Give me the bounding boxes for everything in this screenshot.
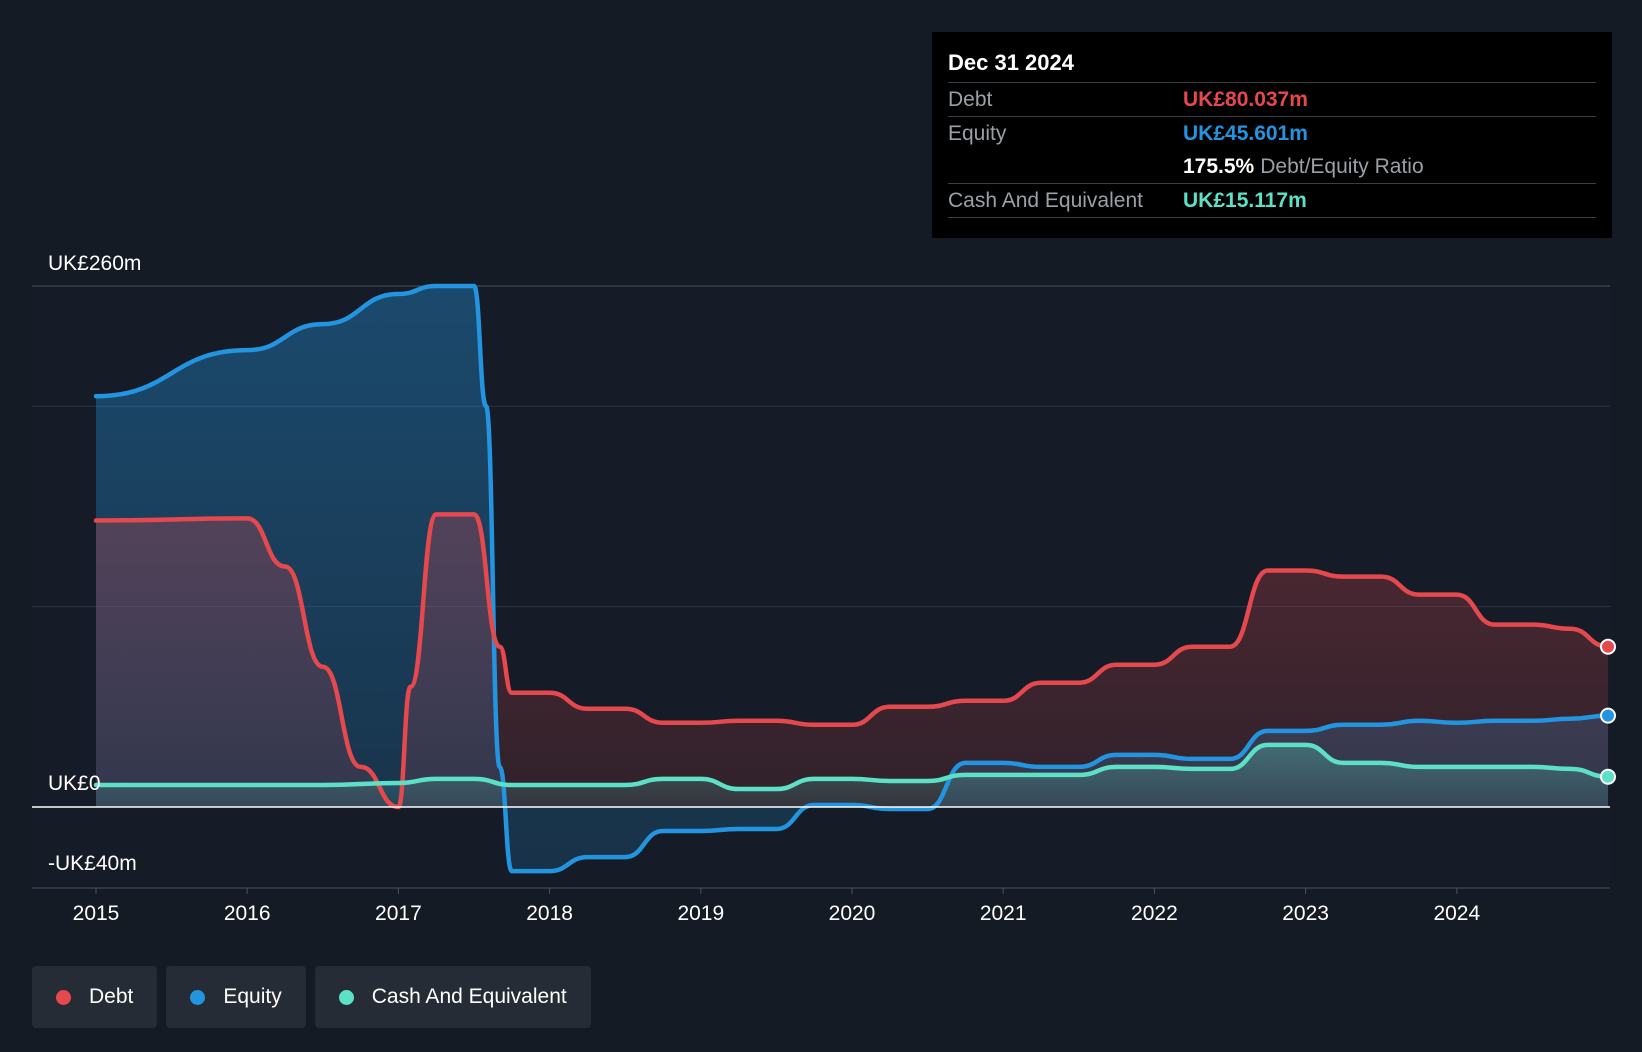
x-axis-ticks: 2015 2016 2017 2018 2019 2020 2021 2022 2023 2024 — [73, 888, 1480, 925]
cash-dot-icon — [338, 989, 354, 1005]
x-tick-label: 2019 — [677, 902, 724, 925]
x-tick-label: 2016 — [224, 902, 271, 925]
tooltip-date: Dec 31 2024 — [948, 50, 1074, 75]
x-tick-label: 2024 — [1433, 902, 1480, 925]
tooltip-debt-label: Debt — [948, 87, 993, 111]
x-tick-label: 2015 — [73, 902, 120, 925]
equity-line — [93, 283, 1611, 874]
tooltip-ratio-value: 175.5% — [1183, 154, 1255, 178]
y-axis-zero-label: UK£0 — [48, 772, 101, 795]
debt-end-marker — [1600, 638, 1616, 655]
legend-equity-label: Equity — [223, 985, 282, 1008]
tooltip-equity-row: Equity UK£45.601m — [948, 116, 1596, 150]
axis-labels: UK£260m UK£0 -UK£40m — [48, 252, 141, 875]
tooltip-debt-row: Debt UK£80.037m — [948, 82, 1596, 116]
legend-item-debt[interactable]: Debt — [32, 966, 158, 1028]
debt-dot-icon — [56, 989, 71, 1005]
tooltip-cash-row: Cash And Equivalent UK£15.117m — [948, 183, 1596, 218]
tooltip-ratio-row: 175.5% Debt/Equity Ratio — [948, 150, 1596, 183]
equity-end-marker — [1600, 707, 1616, 724]
series-end-markers — [1600, 638, 1616, 785]
x-tick-label: 2020 — [829, 902, 876, 925]
debt-line — [93, 512, 1611, 810]
x-tick-label: 2017 — [375, 902, 422, 925]
cash-line — [93, 742, 1611, 792]
legend-cash-label: Cash And Equivalent — [371, 985, 567, 1008]
y-axis-bottom-label: -UK£40m — [48, 852, 137, 875]
tooltip-debt-value: UK£80.037m — [1183, 87, 1308, 111]
tooltip-equity-label: Equity — [948, 121, 1007, 145]
x-tick-label: 2023 — [1282, 902, 1329, 925]
cash-end-marker — [1600, 768, 1616, 785]
tooltip-cash-label: Cash And Equivalent — [948, 188, 1143, 212]
tooltip-panel: Dec 31 2024 Debt UK£80.037m Equity UK£45… — [932, 32, 1612, 238]
series-areas — [96, 286, 1608, 872]
debt-area — [96, 514, 1608, 807]
y-axis-top-label: UK£260m — [48, 252, 141, 275]
tooltip-equity-value: UK£45.601m — [1183, 121, 1308, 145]
equity-dot-icon — [190, 989, 206, 1005]
x-tick-label: 2022 — [1131, 902, 1178, 925]
tooltip-ratio-label: Debt/Equity Ratio — [1260, 154, 1424, 178]
legend-item-equity[interactable]: Equity — [166, 966, 306, 1028]
legend-item-cash[interactable]: Cash And Equivalent — [314, 966, 591, 1028]
x-tick-label: 2018 — [526, 902, 573, 925]
cash-area — [96, 744, 1608, 807]
legend-debt-label: Debt — [89, 985, 134, 1008]
chart-legend: Debt Equity Cash And Equivalent — [32, 966, 591, 1028]
series-lines — [93, 283, 1611, 874]
tooltip-cash-value: UK£15.117m — [1183, 188, 1307, 212]
x-tick-label: 2021 — [980, 902, 1027, 925]
